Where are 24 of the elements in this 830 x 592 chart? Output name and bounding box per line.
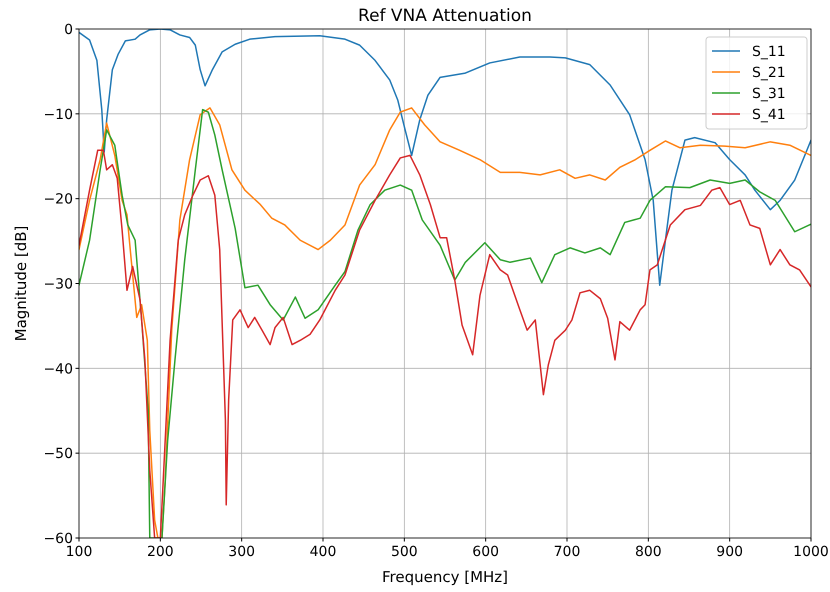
x-tick-label: 500 bbox=[390, 544, 418, 560]
y-tick-label: −50 bbox=[43, 446, 73, 462]
y-tick-label: 0 bbox=[64, 22, 73, 38]
x-tick-label: 300 bbox=[228, 544, 256, 560]
y-axis-title: Magnitude [dB] bbox=[12, 226, 30, 342]
x-tick-label: 200 bbox=[146, 544, 174, 560]
y-tick-label: −60 bbox=[43, 531, 73, 547]
x-tick-label: 600 bbox=[472, 544, 500, 560]
legend-label: S_31 bbox=[752, 86, 786, 102]
y-tick-label: −20 bbox=[43, 192, 73, 208]
y-tick-label: −30 bbox=[43, 276, 73, 292]
x-tick-label: 800 bbox=[634, 544, 662, 560]
y-tick-label: −40 bbox=[43, 361, 73, 378]
legend-label: S_41 bbox=[752, 107, 786, 123]
legend-label: S_21 bbox=[752, 65, 786, 81]
x-tick-label: 400 bbox=[310, 544, 336, 560]
x-axis-title: Frequency [MHz] bbox=[382, 568, 508, 586]
x-tick-label: 1000 bbox=[793, 544, 829, 560]
chart-title: Ref VNA Attenuation bbox=[358, 6, 532, 26]
x-tick-label: 900 bbox=[716, 544, 744, 560]
x-tick-label: 700 bbox=[554, 544, 580, 560]
y-tick-label: −10 bbox=[43, 106, 73, 123]
legend-label: S_11 bbox=[752, 44, 786, 60]
x-tick-label: 100 bbox=[66, 544, 92, 560]
